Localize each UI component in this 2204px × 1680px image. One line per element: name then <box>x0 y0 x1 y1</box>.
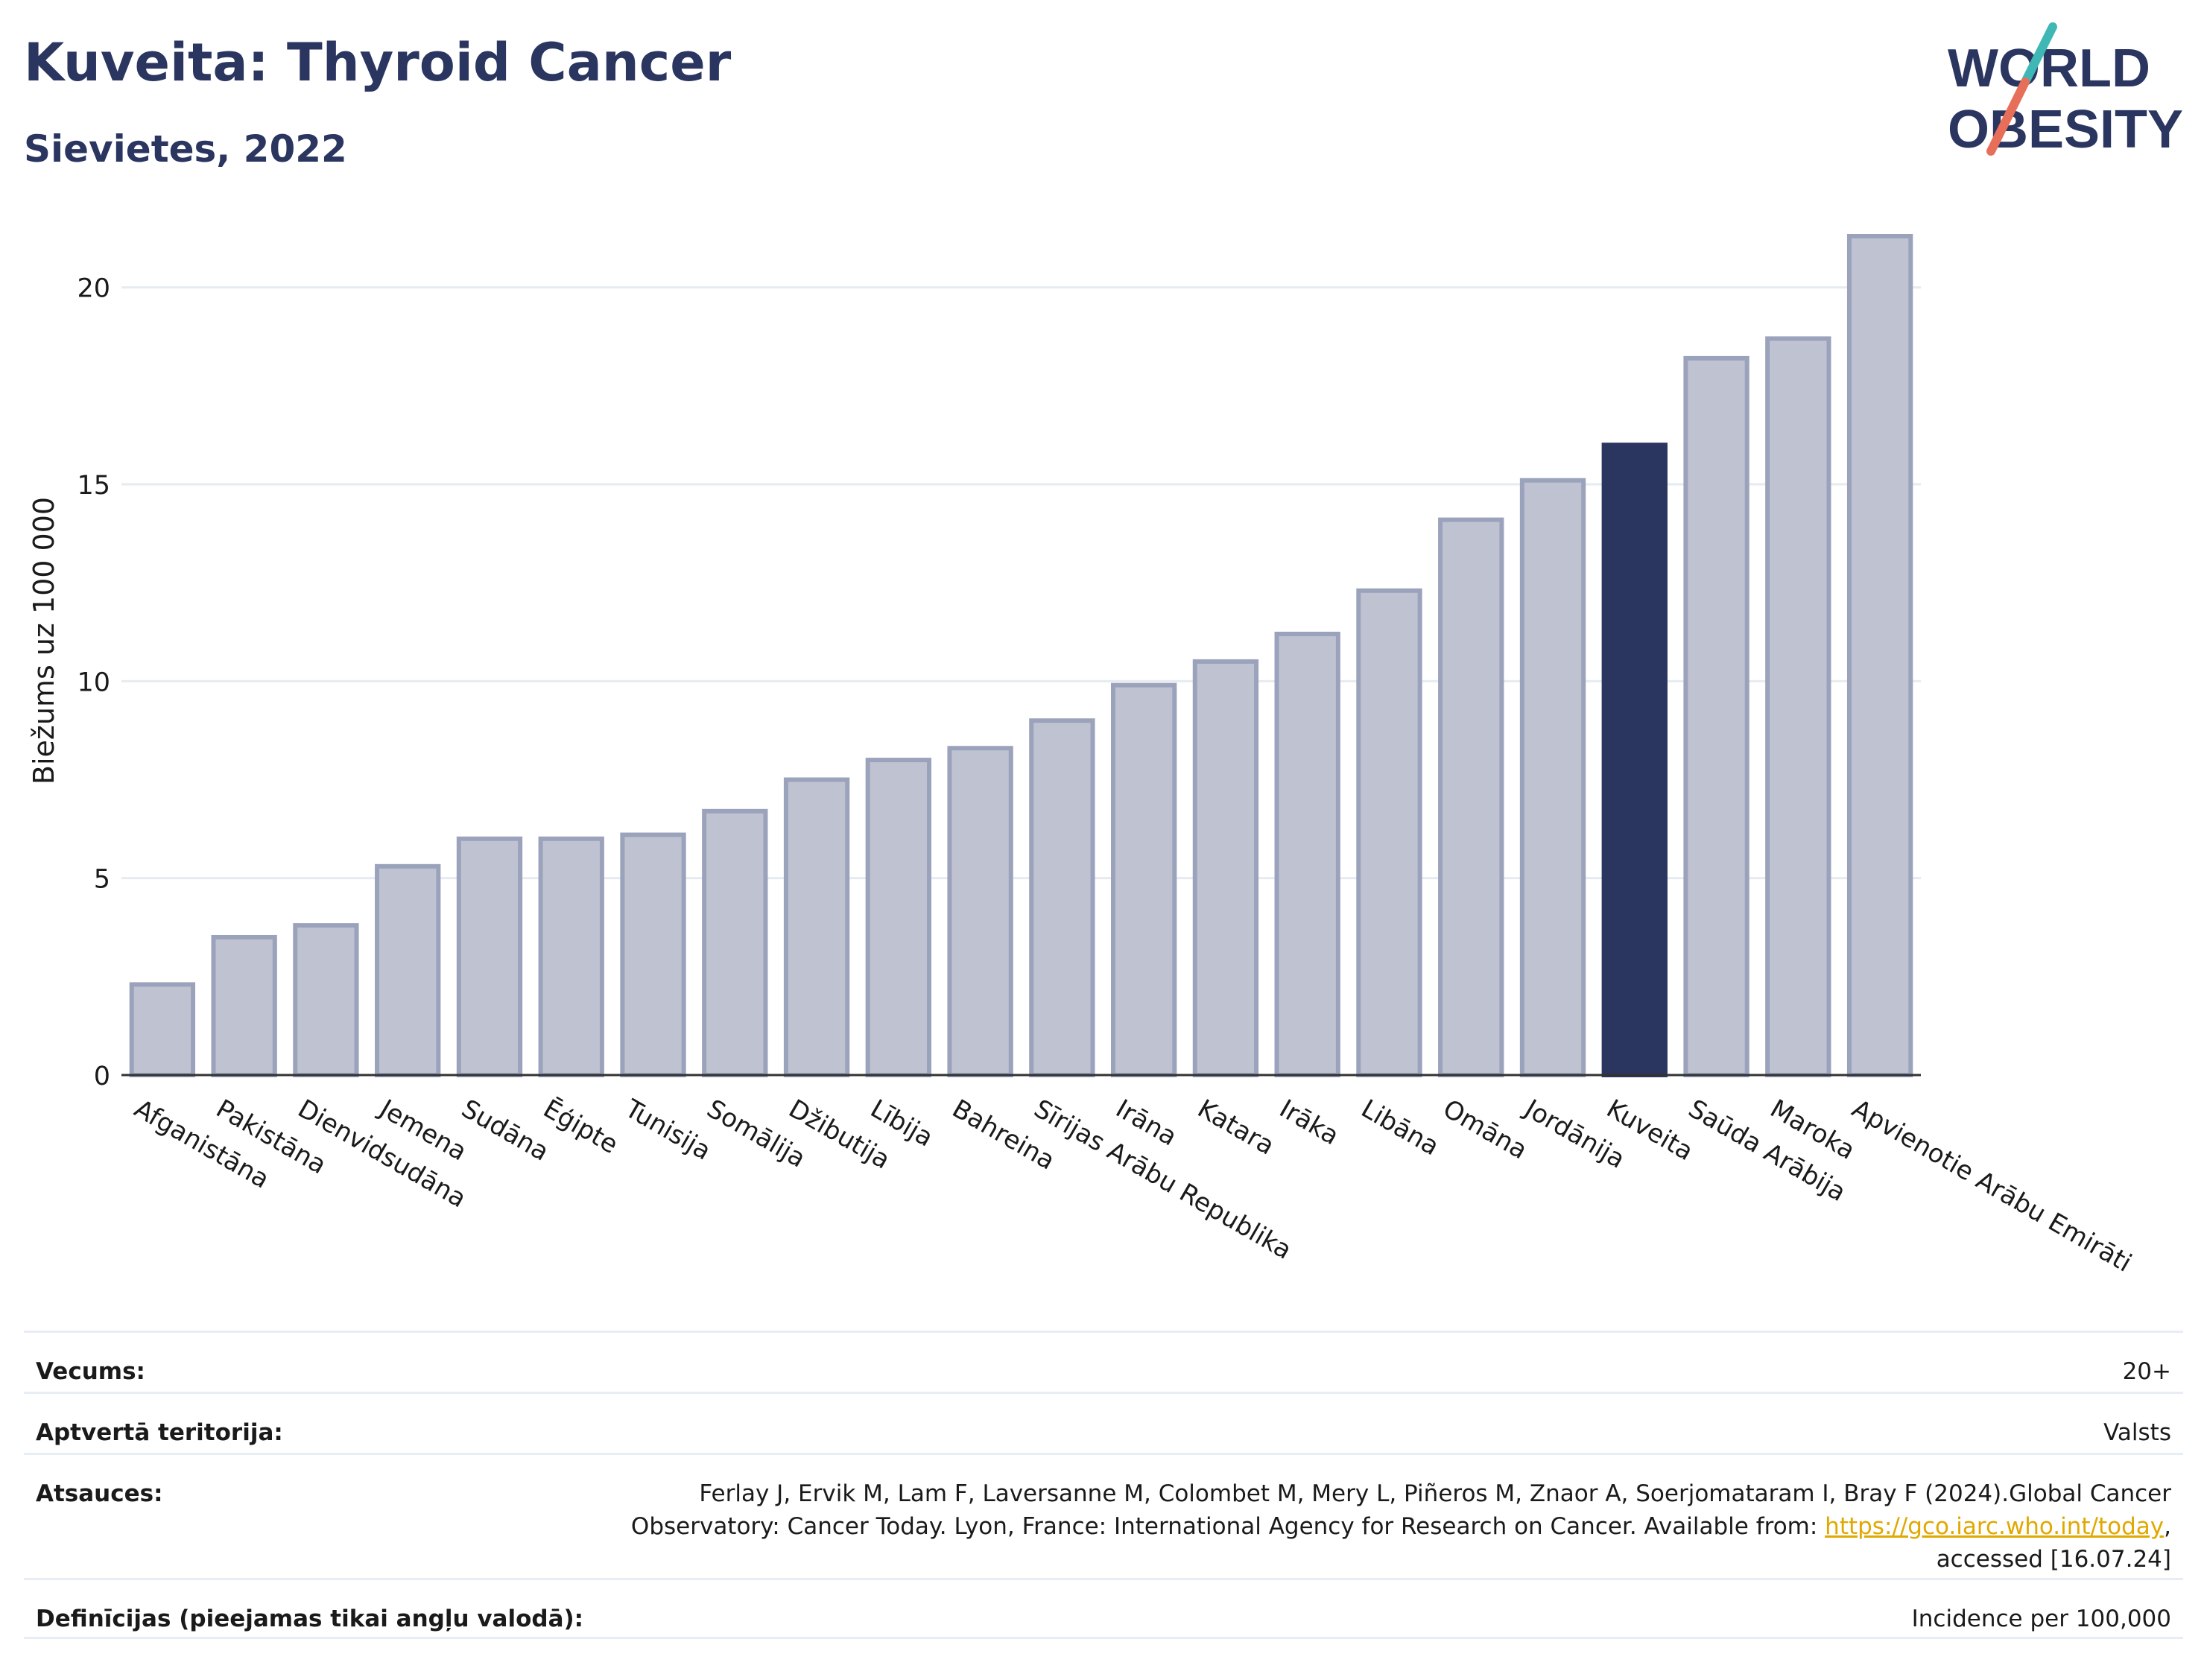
x-tick-label: Tunisija <box>619 1094 716 1167</box>
references-line-1: Ferlay J, Ervik M, Lam F, Laversanne M, … <box>699 1480 2171 1507</box>
x-tick-label: Ēģipte <box>538 1094 623 1160</box>
x-tick-label: Katara <box>1192 1094 1279 1161</box>
bar <box>538 836 604 1078</box>
coverage-label: Aptvertā teritorija: <box>36 1419 283 1446</box>
age-label: Vecums: <box>36 1358 145 1385</box>
bar <box>1765 336 1831 1077</box>
references-link[interactable]: https://gco.iarc.who.int/today <box>1825 1513 2165 1540</box>
x-tick-label: Apvienotie Arābu Emirāti <box>1847 1094 2137 1278</box>
bar <box>1029 718 1095 1078</box>
info-row-references: Atsauces: Ferlay J, Ervik M, Lam F, Lave… <box>24 1453 2183 1578</box>
x-tick-label: Omāna <box>1438 1094 1533 1165</box>
bars <box>129 234 1913 1078</box>
bar <box>1846 234 1913 1078</box>
bar <box>375 863 441 1078</box>
bar <box>1438 517 1504 1077</box>
references-line-2-end: , <box>2164 1513 2171 1540</box>
bar <box>865 758 932 1077</box>
bar <box>702 808 768 1077</box>
bar <box>211 934 277 1078</box>
bar <box>456 836 523 1078</box>
bar <box>783 777 850 1077</box>
info-row-definitions: Definīcijas (pieejamas tikai angļu valod… <box>24 1578 2183 1639</box>
bar <box>1192 659 1259 1077</box>
bar <box>947 746 1013 1077</box>
bar <box>620 832 686 1078</box>
y-tick-label: 5 <box>94 865 110 895</box>
references-line-2: Observatory: Cancer Today. Lyon, France:… <box>630 1513 1825 1540</box>
bar <box>1110 682 1177 1077</box>
bar <box>293 923 359 1077</box>
bar <box>1683 355 1749 1077</box>
y-tick-label: 10 <box>77 668 110 697</box>
coverage-value: Valsts <box>2103 1419 2171 1446</box>
y-axis-label: Biežums uz 100 000 <box>28 497 60 784</box>
bar <box>1519 478 1586 1077</box>
x-tick-label: Sudāna <box>456 1094 554 1167</box>
info-row-age: Vecums: 20+ <box>24 1331 2183 1392</box>
age-value: 20+ <box>2122 1358 2171 1385</box>
y-tick-label: 0 <box>94 1062 110 1091</box>
svg-text:WORLD: WORLD <box>1948 39 2150 98</box>
bar <box>1601 443 1668 1077</box>
references-label: Atsauces: <box>36 1480 163 1507</box>
info-row-coverage: Aptvertā teritorija: Valsts <box>24 1392 2183 1453</box>
x-tick-label: Irāka <box>1274 1094 1343 1151</box>
x-tick-label: Libāna <box>1356 1094 1444 1161</box>
info-table: Vecums: 20+ Aptvertā teritorija: Valsts … <box>24 1331 2183 1639</box>
bar <box>1274 631 1340 1077</box>
y-tick-label: 20 <box>77 274 110 304</box>
references-line-3: accessed [16.07.24] <box>1936 1546 2171 1573</box>
world-obesity-logo: WORLD OBESITY <box>1948 22 2183 159</box>
bar <box>1356 588 1422 1077</box>
bar <box>129 982 196 1078</box>
definitions-label: Definīcijas (pieejamas tikai angļu valod… <box>36 1605 584 1632</box>
references-value: Ferlay J, Ervik M, Lam F, Laversanne M, … <box>631 1477 2171 1576</box>
bar-chart: 0 5 10 15 20 AfganistānaPakistānaDienvidsudā… <box>28 234 2136 1278</box>
definitions-value: Incidence per 100,000 <box>1911 1605 2171 1632</box>
x-tick-labels: AfganistānaPakistānaDienvidsudānaJemenaS… <box>129 1093 2136 1278</box>
y-tick-labels: 0 5 10 15 20 <box>77 274 110 1091</box>
page-title: Kuveita: Thyroid Cancer <box>24 32 732 93</box>
page-subtitle: Sievietes, 2022 <box>24 127 347 171</box>
y-tick-label: 15 <box>77 471 110 501</box>
